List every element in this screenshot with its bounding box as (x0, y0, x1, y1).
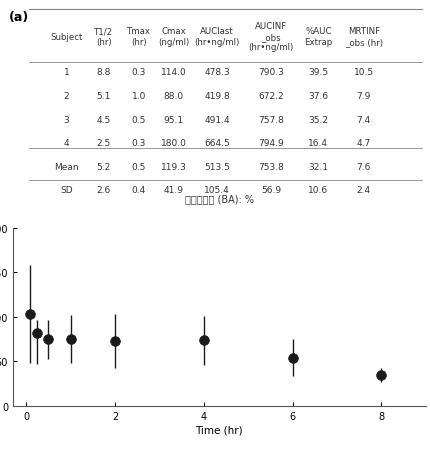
Text: (a): (a) (9, 11, 29, 24)
X-axis label: Time (hr): Time (hr) (196, 425, 243, 435)
Text: 생체이용률 (BA): %: 생체이용률 (BA): % (185, 194, 254, 204)
